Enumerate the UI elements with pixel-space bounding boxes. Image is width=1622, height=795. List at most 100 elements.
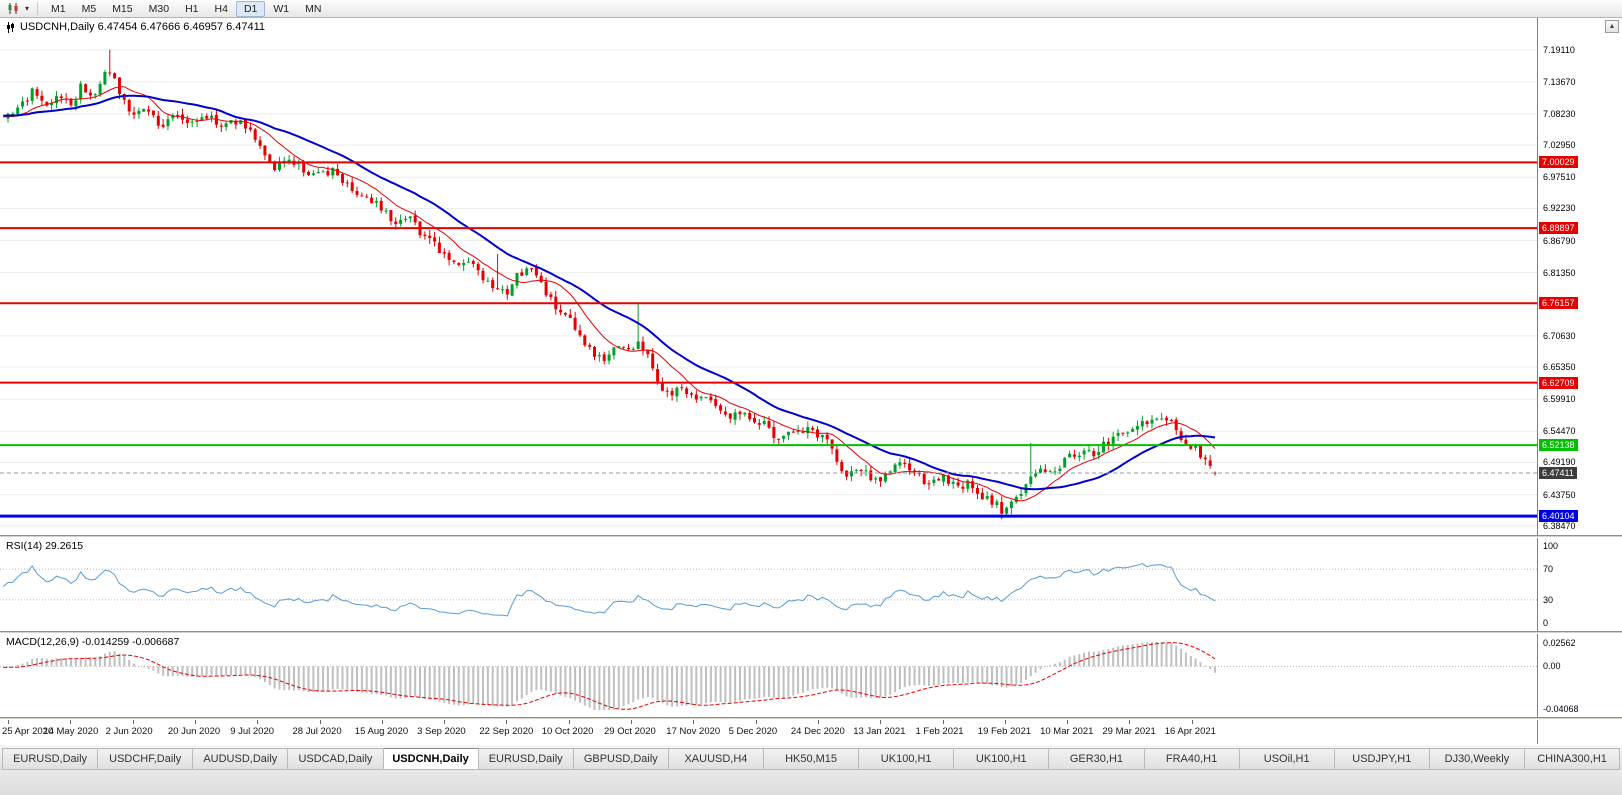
price-axis-label: 7.19110: [1543, 44, 1575, 55]
window-bottom-strip: [0, 770, 1622, 795]
level-price-tag: 6.76157: [1539, 297, 1578, 310]
price-axis-label: 6.86790: [1543, 235, 1576, 246]
timeframe-button-h4[interactable]: H4: [214, 3, 228, 15]
chart-tab-audusd-daily[interactable]: AUDUSD,Daily: [193, 748, 289, 770]
timeframe-button-m1[interactable]: M1: [51, 3, 66, 15]
support-resistance-lines[interactable]: [0, 161, 1537, 518]
chart-tab-usdcnh-daily[interactable]: USDCNH,Daily: [383, 748, 479, 770]
chart-tab-xauusd-h4[interactable]: XAUUSD,H4: [668, 748, 764, 770]
level-price-tag: 6.52138: [1539, 439, 1578, 452]
chart-scroll-up-button[interactable]: ▲: [1605, 20, 1619, 33]
rsi-axis-label: 0: [1543, 618, 1549, 628]
time-axis-label: 9 Jul 2020: [230, 726, 275, 737]
time-axis-label: 20 Jun 2020: [167, 726, 221, 737]
rsi-line: [2, 562, 1216, 617]
price-axis-label: 6.38470: [1543, 520, 1576, 531]
chart-tab-fra40-h1[interactable]: FRA40,H1: [1144, 748, 1240, 770]
chart-tab-bar: EURUSD,Daily USDCHF,Daily AUDUSD,Daily USDC…: [0, 744, 1622, 770]
rsi-axis-label: 30: [1543, 594, 1554, 605]
time-axis[interactable]: 25 Apr 2020 14 May 2020 2 Jun 2020 20 Jun 2…: [0, 720, 1537, 744]
chart-tab-uk100-h1[interactable]: UK100,H1: [954, 748, 1050, 770]
timeframe-toolbar: ▾ M1 M5 M15 M30 H1 H4 D1 W1 MN: [0, 0, 1622, 18]
timeframe-button-d1[interactable]: D1: [235, 0, 266, 17]
time-axis-tick: [257, 720, 259, 724]
price-axis-label: 6.70630: [1543, 330, 1576, 341]
main-price-pane[interactable]: USDCNH,Daily 6.47454 6.47666 6.46957 6.4…: [0, 18, 1537, 535]
chart-tab-usdchf-daily[interactable]: USDCHF,Daily: [98, 748, 194, 770]
chart-tab-dj30-weekly[interactable]: DJ30,Weekly: [1429, 748, 1525, 770]
time-axis-tick: [1129, 720, 1131, 724]
price-axis-label: 6.65350: [1543, 362, 1576, 373]
time-axis-label: 15 Aug 2020: [354, 726, 409, 737]
price-axis[interactable]: 7.19110 7.13670 7.08230 7.02950 6.97510 6.922…: [1537, 18, 1622, 744]
time-axis-label: 1 Feb 2021: [915, 726, 964, 737]
macd-pane[interactable]: MACD(12,26,9) -0.014259 -0.006687: [0, 634, 1537, 717]
time-axis-tick: [194, 720, 196, 724]
time-axis-tick: [880, 720, 882, 724]
time-axis-tick: [506, 720, 508, 724]
chart-tab-usdcad-daily[interactable]: USDCAD,Daily: [288, 748, 384, 770]
chart-type-caret-icon[interactable]: ▾: [24, 4, 29, 13]
time-axis-tick: [319, 720, 321, 724]
time-axis-label: 25 Apr 2020: [2, 726, 54, 737]
price-axis-label: 6.92230: [1543, 203, 1576, 214]
chart-tab-eurusd-daily[interactable]: EURUSD,Daily: [2, 748, 99, 770]
level-price-tag: 7.00029: [1539, 156, 1578, 169]
timeframe-button-m30[interactable]: M30: [148, 3, 170, 15]
ma-25-line: [3, 94, 1216, 491]
price-gridlines: [0, 49, 1537, 527]
price-axis-label: 7.08230: [1543, 109, 1576, 120]
chart-tab-china300-h1[interactable]: CHINA300,H1: [1525, 748, 1621, 770]
time-axis-tick: [942, 720, 944, 724]
macd-signal-line: [3, 642, 1216, 710]
timeframe-buttons: M1 M5 M15 M30 H1 H4 D1 W1 MN: [43, 0, 329, 17]
time-axis-label: 5 Dec 2020: [728, 726, 778, 737]
time-axis-label: 13 Jan 2021: [853, 726, 906, 737]
time-axis-label: 29 Mar 2021: [1102, 726, 1156, 737]
candlestick-chart-icon[interactable]: [4, 1, 22, 17]
timeframe-button-mn[interactable]: MN: [305, 3, 322, 15]
time-axis-tick: [817, 720, 819, 724]
macd-axis-label: 0.02562: [1543, 638, 1576, 648]
chart-ohlc-text: USDCNH,Daily 6.47454 6.47666 6.46957 6.4…: [20, 21, 266, 33]
price-axis-label: 7.13670: [1543, 76, 1576, 87]
time-axis-label: 3 Sep 2020: [417, 726, 466, 737]
price-axis-label: 6.54470: [1543, 426, 1576, 437]
triangle-up-icon: ▲: [1608, 23, 1616, 30]
chart-tab-usdjpy-h1[interactable]: USDJPY,H1: [1334, 748, 1430, 770]
pane-separator[interactable]: [0, 535, 1622, 538]
timeframe-button-m15[interactable]: M15: [112, 3, 133, 15]
timeframe-button-m5[interactable]: M5: [81, 3, 97, 15]
time-axis-label: 24 Dec 2020: [790, 726, 845, 737]
time-axis-tick: [70, 720, 72, 724]
chart-window: USDCNH,Daily 6.47454 6.47666 6.46957 6.4…: [0, 18, 1622, 744]
chart-tab-gbpusd-daily[interactable]: GBPUSD,Daily: [573, 748, 669, 770]
ma-10-line: [3, 86, 1216, 502]
time-axis-label: 17 Nov 2020: [666, 726, 721, 737]
rsi-axis-label: 70: [1543, 564, 1554, 575]
rsi-pane[interactable]: RSI(14) 29.2615: [0, 538, 1537, 631]
chart-tab-usoil-h1[interactable]: USOil,H1: [1239, 748, 1335, 770]
timeframe-button-w1[interactable]: W1: [273, 3, 290, 15]
level-price-tag: 6.62709: [1539, 376, 1578, 389]
macd-axis-label: -0.04068: [1543, 704, 1579, 714]
time-axis-tick: [693, 720, 695, 724]
time-axis-tick: [1004, 720, 1006, 724]
pane-separator[interactable]: [0, 631, 1622, 634]
time-axis-tick: [444, 720, 446, 724]
level-price-tag: 6.40104: [1539, 510, 1578, 523]
time-axis-label: 16 Apr 2021: [1164, 726, 1216, 737]
time-axis-label: 29 Oct 2020: [604, 726, 656, 737]
chart-tab-ger30-h1[interactable]: GER30,H1: [1049, 748, 1145, 770]
chart-tab-hk50-m15[interactable]: HK50,M15: [764, 748, 860, 770]
time-axis-tick: [1191, 720, 1193, 724]
timeframe-button-h1[interactable]: H1: [185, 3, 199, 15]
chart-tab-eurusd-daily[interactable]: EURUSD,Daily: [478, 748, 574, 770]
price-axis-label: 6.97510: [1543, 172, 1576, 183]
price-axis-label: 6.43750: [1543, 489, 1576, 500]
candlesticks: [6, 49, 1217, 520]
time-axis-label: 28 Jul 2020: [292, 726, 342, 737]
price-axis-label: 6.49190: [1543, 457, 1576, 468]
time-axis-label: 2 Jun 2020: [105, 726, 153, 737]
chart-tab-uk100-h1[interactable]: UK100,H1: [859, 748, 955, 770]
